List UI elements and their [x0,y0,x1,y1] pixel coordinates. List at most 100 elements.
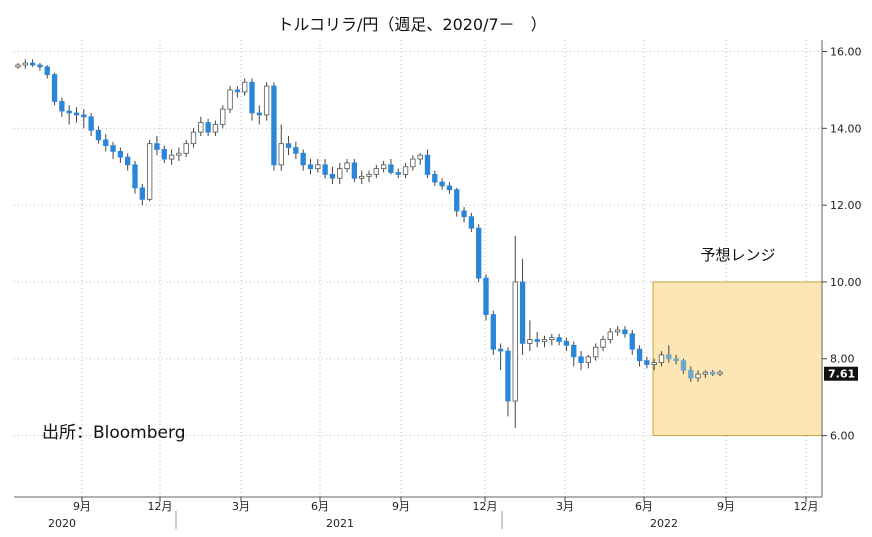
candle-body [337,168,343,179]
candle-body [534,339,540,342]
candle-body [220,108,226,125]
x-tick-label: 3月 [556,500,574,513]
candle-body [432,174,438,183]
x-axis-ticks: 9月 12月 3月 6月 9月 12月 3月 6月 9月 12月 2020 2021 2022 [48,497,819,530]
x-tick-label: 3月 [232,500,250,513]
candle-body [600,339,606,348]
candle-body [322,164,328,175]
candle-body [395,172,401,175]
forecast-range-box [652,281,823,437]
candle-body [439,181,445,187]
y-tick-label: 16.00 [830,46,862,59]
x-tick-label: 12月 [473,500,498,513]
x-tick-label: 9月 [717,500,735,513]
candle-body [359,175,365,179]
candle-body [183,143,189,154]
candle-body [688,369,694,379]
candle-body [198,122,204,133]
candle-body [571,344,577,358]
candle-body [37,64,43,68]
candle-body [300,152,306,166]
chart-title: トルコリラ/円（週足、2020/7－ ） [277,15,546,34]
grid [14,40,822,497]
candle-body [695,373,701,379]
candle-body [110,145,116,152]
candle-body [190,131,197,145]
candle-body [307,164,314,170]
candle-body [103,139,109,147]
candle-body [417,154,423,160]
candle-body [315,164,321,170]
candle-body [227,89,233,110]
candle-body [242,81,248,93]
candle-body [549,337,555,340]
candle-body [527,339,533,344]
candle-body [717,371,723,375]
candle-body [702,371,709,375]
x-tick-label: 6月 [635,500,653,513]
candle-body [278,143,284,166]
x-year-label: 2021 [326,517,354,530]
candle-body [95,129,102,141]
candle-body [424,154,431,175]
candle-body [59,101,65,112]
candle-body [512,281,518,402]
candle-body [410,158,416,168]
candle-body [205,122,211,133]
candle-body [154,143,160,150]
candle-body [490,314,496,350]
candle-body [139,187,145,200]
candle-body [519,281,526,344]
forecast-range-label: 予想レンジ [700,246,775,264]
candle-body [710,371,716,375]
candle-body [644,360,650,365]
candle-body [461,210,467,218]
candle-body [388,164,394,173]
last-value-label: 7.61 [828,368,855,381]
candle-body [366,174,372,177]
candles [15,59,723,428]
candle-body [629,333,635,350]
source-note: 出所：Bloomberg [42,423,185,443]
candle-body [476,227,482,279]
candle-body [666,354,672,360]
candle-body [680,360,687,371]
candle-body [44,66,50,75]
y-tick-label: 10.00 [830,276,862,289]
x-tick-label: 12月 [148,500,173,513]
candle-body [622,329,628,335]
y-tick-label: 6.00 [830,430,855,443]
candle-body [15,64,21,68]
y-tick-label: 12.00 [830,199,862,212]
candle-body [125,156,131,166]
candle-body [73,112,80,116]
candle-body [578,356,584,363]
candle-body [161,149,167,160]
candle-body [402,166,409,175]
candle-body [607,331,613,340]
candle-body [658,354,665,363]
candle-body [505,350,511,402]
candle-body [556,337,562,342]
x-tick-label: 12月 [794,500,819,513]
candle-body [168,154,175,160]
candle-body [256,112,262,116]
candle-body [636,348,643,362]
candle-body [446,185,453,191]
candle-body [468,216,475,229]
x-year-label: 2022 [650,517,678,530]
candle-body [483,277,489,315]
candle-body [563,341,570,346]
y-axis-ticks: 16.00 14.00 12.00 10.00 8.00 6.00 [822,46,862,443]
candle-body [585,356,592,363]
candle-body [351,162,358,179]
candle-body [541,339,548,342]
candle-body [146,143,153,200]
candle-body [285,143,292,148]
x-tick-label: 6月 [311,500,329,513]
candle-body [51,74,58,102]
candle-body [117,150,124,158]
candle-body [81,114,87,118]
candle-body [271,85,277,166]
